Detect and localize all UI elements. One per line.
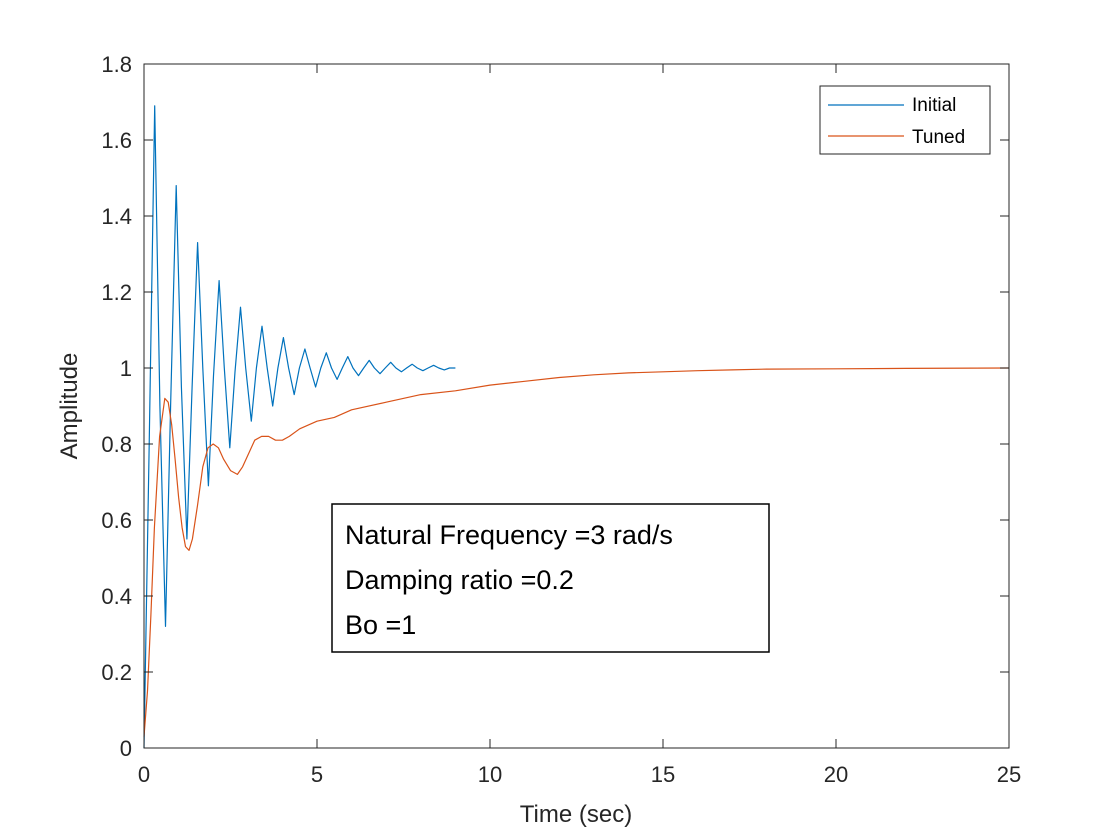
y-axis: 0 0.2 0.4 0.6 0.8 1 1.2 1.4 1.6 1.8 (101, 52, 1009, 761)
x-axis-label: Time (sec) (520, 801, 632, 828)
series-line-tuned (143, 367, 1010, 737)
legend-box (819, 85, 991, 155)
y-tick-label-7: 1.4 (101, 204, 132, 229)
y-tick-label-8: 1.6 (101, 128, 132, 153)
series-layer (143, 105, 1010, 749)
legend: Initial Tuned (819, 85, 991, 155)
annotation-line-damping-ratio: Damping ratio =0.2 (345, 565, 574, 595)
y-tick-label-3: 0.6 (101, 508, 132, 533)
x-tick-label-4: 20 (824, 762, 848, 787)
legend-label-initial: Initial (912, 95, 956, 116)
x-tick-label-3: 15 (651, 762, 675, 787)
y-tick-label-4: 0.8 (101, 432, 132, 457)
axes-box (143, 63, 1010, 749)
legend-label-tuned: Tuned (912, 127, 965, 148)
y-axis-label: Amplitude (56, 353, 83, 460)
x-tick-label-5: 25 (997, 762, 1021, 787)
x-tick-label-1: 5 (311, 762, 323, 787)
y-tick-label-2: 0.4 (101, 584, 132, 609)
annotation-box: Natural Frequency =3 rad/s Damping ratio… (331, 503, 770, 653)
annotation-frame (331, 503, 770, 653)
series-line-initial (143, 105, 456, 749)
y-tick-label-0: 0 (120, 736, 132, 761)
y-tick-label-6: 1.2 (101, 280, 132, 305)
annotation-line-bo: Bo =1 (345, 610, 416, 640)
annotation-line-natural-frequency: Natural Frequency =3 rad/s (345, 520, 673, 550)
y-tick-label-1: 0.2 (101, 660, 132, 685)
y-tick-label-5: 1 (120, 356, 132, 381)
x-axis: 0 5 10 15 20 25 (138, 64, 1021, 787)
y-tick-label-9: 1.8 (101, 52, 132, 77)
x-tick-label-0: 0 (138, 762, 150, 787)
x-tick-label-2: 10 (478, 762, 502, 787)
